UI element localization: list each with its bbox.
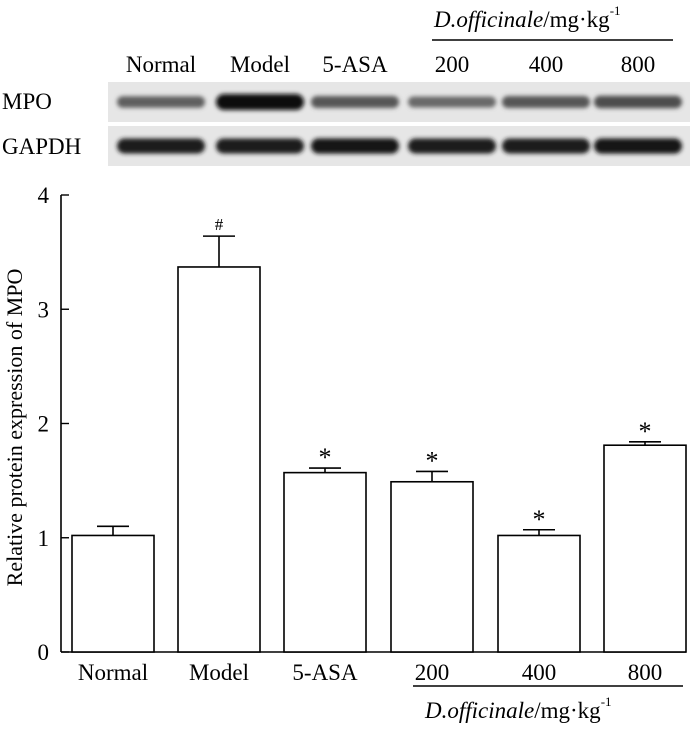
y-tick-label: 0 [38, 640, 50, 665]
blot-band [216, 138, 304, 154]
x-tick-label: 5-ASA [292, 660, 358, 685]
x-tick-label: Model [189, 660, 249, 685]
x-tick-label: Normal [78, 660, 148, 685]
blot-lane-label: 400 [529, 52, 564, 77]
significance-marker: * [319, 443, 332, 472]
blot-band [502, 96, 590, 108]
x-group-label-exp: -1 [601, 694, 612, 709]
blot-lane-labels: Normal Model 5-ASA 200 400 800 [126, 52, 655, 77]
bar-chart: 0 1 2 3 4 # * * * * Normal Model 5-ASA 200 400 800 Re… [2, 183, 687, 723]
blot-row: MPO [2, 82, 690, 122]
bar [603, 444, 687, 653]
bar [177, 266, 261, 653]
blot-band [408, 96, 496, 108]
blot-rows: MPO GAPDH [2, 82, 690, 166]
blot-band [311, 96, 399, 108]
blot-group-header: D.officinale/mg·kg-1 [433, 3, 621, 32]
y-tick-label: 3 [38, 297, 50, 322]
x-group-label-unit: /mg·kg [534, 698, 601, 723]
blot-header: D.officinale/mg·kg-1 Normal Model 5-ASA 200… [126, 3, 673, 77]
blot-band [216, 94, 304, 110]
significance-marker: * [639, 417, 652, 446]
bar [71, 534, 155, 653]
blot-group-header-unit: /mg·kg [543, 7, 610, 32]
x-group-label: D.officinale/mg·kg-1 [424, 694, 612, 723]
blot-lane-label: 200 [435, 52, 470, 77]
bars: # * * * * [71, 215, 687, 653]
significance-marker: * [426, 446, 439, 475]
y-tick-label: 2 [38, 412, 50, 437]
y-axis-label: Relative protein expression of MPO [2, 269, 27, 587]
significance-marker: * [533, 505, 546, 534]
y-axis: 0 1 2 3 4 [38, 183, 686, 665]
x-group-label-italic: D.officinale [424, 698, 534, 723]
blot-group-header-italic: D.officinale [433, 7, 543, 32]
blot-lane-label: Normal [126, 52, 196, 77]
bar [390, 480, 474, 653]
x-tick-label: 200 [415, 660, 450, 685]
blot-band [117, 96, 205, 108]
x-tick-label: 800 [628, 660, 663, 685]
blot-group-header-exp: -1 [610, 3, 621, 18]
bar [497, 534, 581, 653]
y-tick-label: 4 [38, 183, 50, 208]
blot-band [408, 138, 496, 154]
blot-row-label: GAPDH [2, 134, 81, 159]
blot-lane-label: Model [230, 52, 290, 77]
significance-marker: # [215, 215, 224, 234]
blot-lane-label: 5-ASA [322, 52, 388, 77]
x-tick-label: 400 [522, 660, 557, 685]
blot-band [311, 138, 399, 154]
bar [283, 471, 367, 653]
blot-row: GAPDH [2, 126, 690, 166]
blot-band [594, 95, 682, 109]
blot-band [117, 138, 205, 154]
blot-lane-label: 800 [621, 52, 656, 77]
blot-band [502, 138, 590, 154]
blot-row-label: MPO [2, 89, 52, 114]
y-tick-label: 1 [38, 526, 50, 551]
blot-band [594, 138, 682, 154]
x-tick-labels: Normal Model 5-ASA 200 400 800 [78, 660, 662, 685]
